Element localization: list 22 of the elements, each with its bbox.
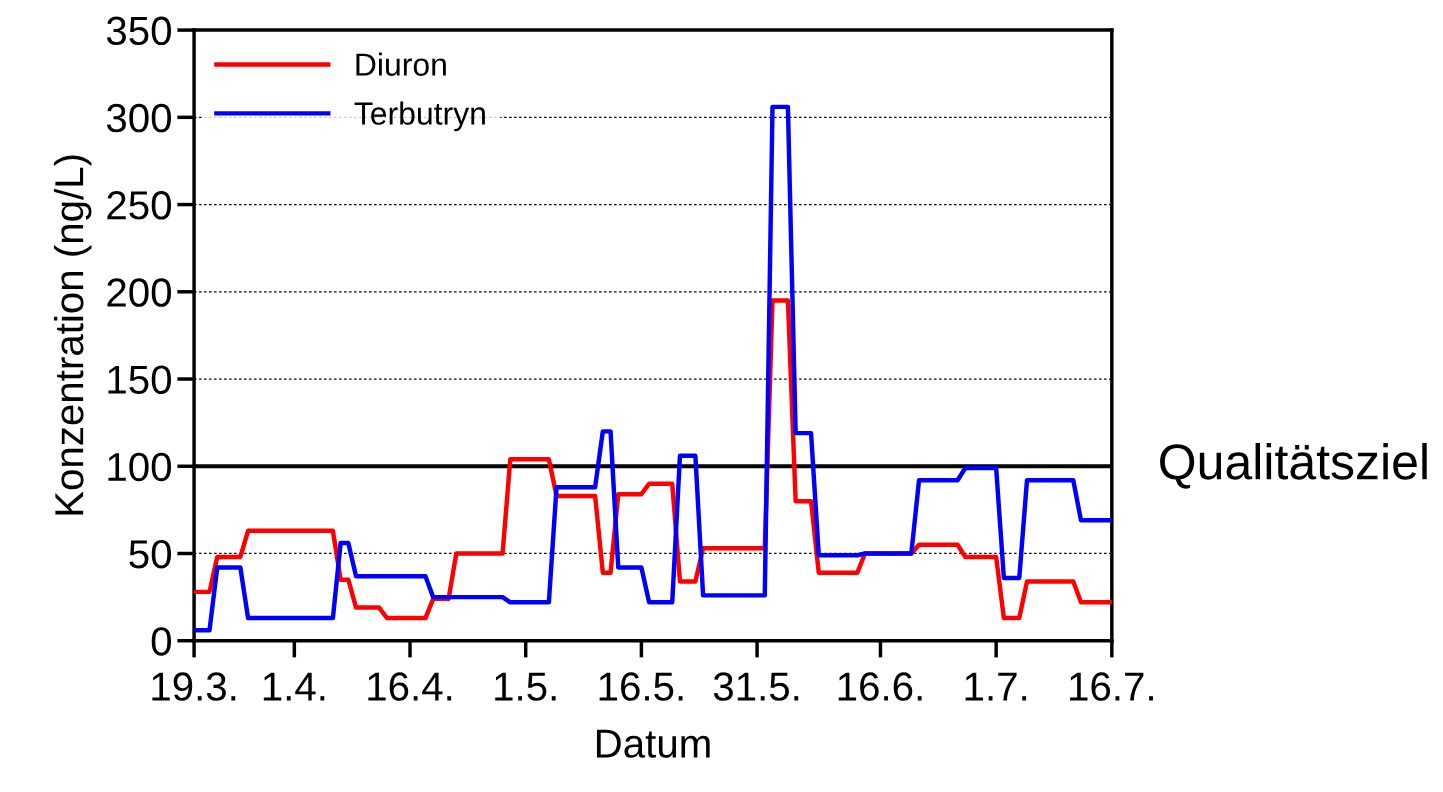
x-tick-label: 31.5. xyxy=(713,672,799,701)
ref-line-label: Qualitätsziel xyxy=(1160,442,1427,489)
x-axis-title: Datum xyxy=(596,729,710,758)
y-axis-title: Konzentration (ng/L) xyxy=(53,155,92,515)
x-tick-label: 19.3. xyxy=(152,672,236,701)
y-tick-label: 350 xyxy=(106,16,171,46)
x-tick-label: 16.4. xyxy=(368,672,452,701)
y-tick-label: 50 xyxy=(129,539,171,569)
y-tick-label: 100 xyxy=(108,452,171,482)
x-tick-label: 16.6. xyxy=(838,672,922,701)
legend-label: Terbutryn xyxy=(354,101,485,132)
y-tick-label: 200 xyxy=(107,278,171,307)
x-tick-label: 1.5. xyxy=(495,672,556,701)
x-tick-label: 16.7. xyxy=(1070,672,1153,701)
y-tick-label: 0 xyxy=(151,627,171,656)
y-tick-label: 250 xyxy=(107,191,171,220)
y-tick-label: 300 xyxy=(106,103,171,133)
x-tick-label: 1.4. xyxy=(263,672,325,701)
x-tick-label: 16.5. xyxy=(599,672,683,701)
x-tick-label: 1.7. xyxy=(965,672,1027,701)
legend-label: Diuron xyxy=(356,52,446,76)
y-tick-label: 150 xyxy=(108,365,171,395)
